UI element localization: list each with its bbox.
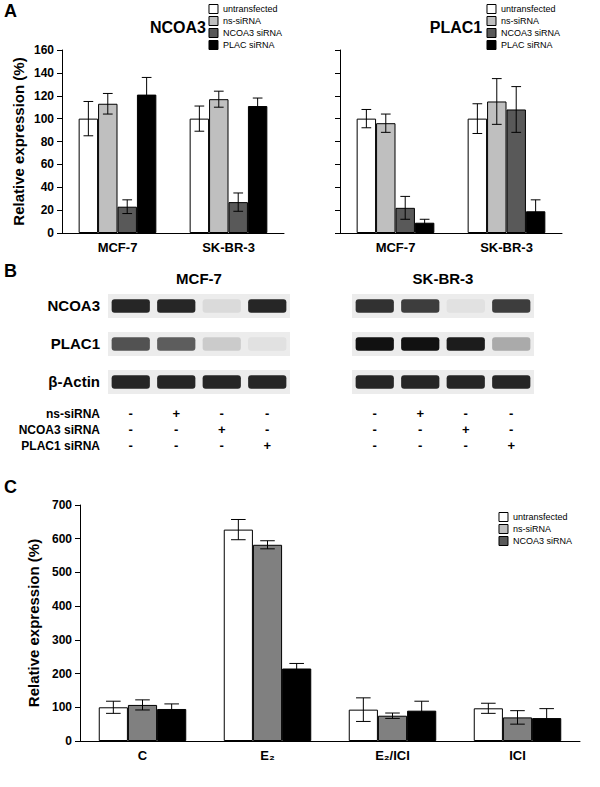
svg-text:ns-siRNA: ns-siRNA <box>223 16 261 26</box>
svg-text:-: - <box>129 438 133 453</box>
svg-text:200: 200 <box>52 667 72 681</box>
svg-text:PLAC1: PLAC1 <box>430 19 483 36</box>
svg-text:400: 400 <box>52 599 72 613</box>
svg-text:C: C <box>4 477 17 497</box>
svg-text:-: - <box>418 438 422 453</box>
svg-text:β-Actin: β-Actin <box>48 373 100 390</box>
svg-text:-: - <box>220 438 224 453</box>
svg-text:Relative expression (%): Relative expression (%) <box>25 539 42 707</box>
svg-text:PLAC1 siRNA: PLAC1 siRNA <box>21 439 100 453</box>
svg-text:700: 700 <box>52 498 72 512</box>
svg-text:+: + <box>462 422 470 437</box>
svg-text:-: - <box>373 438 377 453</box>
svg-text:+: + <box>416 406 424 421</box>
svg-text:MCF-7: MCF-7 <box>176 270 222 287</box>
svg-text:60: 60 <box>41 157 55 171</box>
svg-text:Relative expression (%): Relative expression (%) <box>10 57 27 225</box>
svg-text:ns-siRNA: ns-siRNA <box>46 407 100 421</box>
svg-text:20: 20 <box>41 203 55 217</box>
svg-text:140: 140 <box>34 66 54 80</box>
svg-text:NCOA3: NCOA3 <box>47 297 100 314</box>
svg-text:SK-BR-3: SK-BR-3 <box>480 240 533 255</box>
svg-text:MCF-7: MCF-7 <box>376 240 416 255</box>
svg-text:-: - <box>129 422 133 437</box>
svg-text:500: 500 <box>52 565 72 579</box>
svg-text:PLAC siRNA: PLAC siRNA <box>223 40 275 50</box>
svg-text:-: - <box>220 406 224 421</box>
svg-text:NCOA3 siRNA: NCOA3 siRNA <box>501 28 560 38</box>
svg-text:-: - <box>509 406 513 421</box>
svg-text:+: + <box>218 422 226 437</box>
svg-text:600: 600 <box>52 532 72 546</box>
svg-text:NCOA3 siRNA: NCOA3 siRNA <box>19 423 101 437</box>
svg-text:NCOA3 siRNA: NCOA3 siRNA <box>223 28 282 38</box>
svg-text:120: 120 <box>34 89 54 103</box>
svg-text:E₂/ICI: E₂/ICI <box>375 748 410 763</box>
svg-text:80: 80 <box>41 135 55 149</box>
svg-text:0: 0 <box>47 226 54 240</box>
svg-text:SK-BR-3: SK-BR-3 <box>202 240 255 255</box>
svg-text:-: - <box>464 438 468 453</box>
svg-text:-: - <box>174 438 178 453</box>
svg-text:+: + <box>172 406 180 421</box>
svg-text:+: + <box>263 438 271 453</box>
svg-text:100: 100 <box>34 112 54 126</box>
svg-text:-: - <box>418 422 422 437</box>
svg-text:0: 0 <box>65 734 72 748</box>
svg-text:PLAC1: PLAC1 <box>51 335 100 352</box>
svg-text:-: - <box>174 422 178 437</box>
svg-text:untransfected: untransfected <box>223 4 278 14</box>
svg-text:MCF-7: MCF-7 <box>98 240 138 255</box>
svg-text:300: 300 <box>52 633 72 647</box>
svg-text:-: - <box>509 422 513 437</box>
svg-text:160: 160 <box>34 43 54 57</box>
svg-text:+: + <box>507 438 515 453</box>
svg-text:-: - <box>373 422 377 437</box>
svg-text:C: C <box>138 748 148 763</box>
svg-text:-: - <box>373 406 377 421</box>
svg-text:100: 100 <box>52 700 72 714</box>
svg-text:untransfected: untransfected <box>513 512 568 522</box>
svg-text:ns-siRNA: ns-siRNA <box>501 16 539 26</box>
svg-text:B: B <box>4 261 17 281</box>
svg-text:NCOA3: NCOA3 <box>150 19 206 36</box>
svg-text:ICI: ICI <box>509 748 526 763</box>
svg-text:-: - <box>265 422 269 437</box>
svg-text:E₂: E₂ <box>260 748 275 763</box>
svg-text:40: 40 <box>41 180 55 194</box>
svg-text:ns-siRNA: ns-siRNA <box>513 524 551 534</box>
svg-text:SK-BR-3: SK-BR-3 <box>413 270 474 287</box>
svg-text:untransfected: untransfected <box>501 4 556 14</box>
svg-text:-: - <box>464 406 468 421</box>
svg-text:PLAC siRNA: PLAC siRNA <box>501 40 553 50</box>
svg-text:-: - <box>265 406 269 421</box>
svg-text:NCOA3 siRNA: NCOA3 siRNA <box>513 536 572 546</box>
svg-text:-: - <box>129 406 133 421</box>
svg-text:A: A <box>4 1 17 21</box>
